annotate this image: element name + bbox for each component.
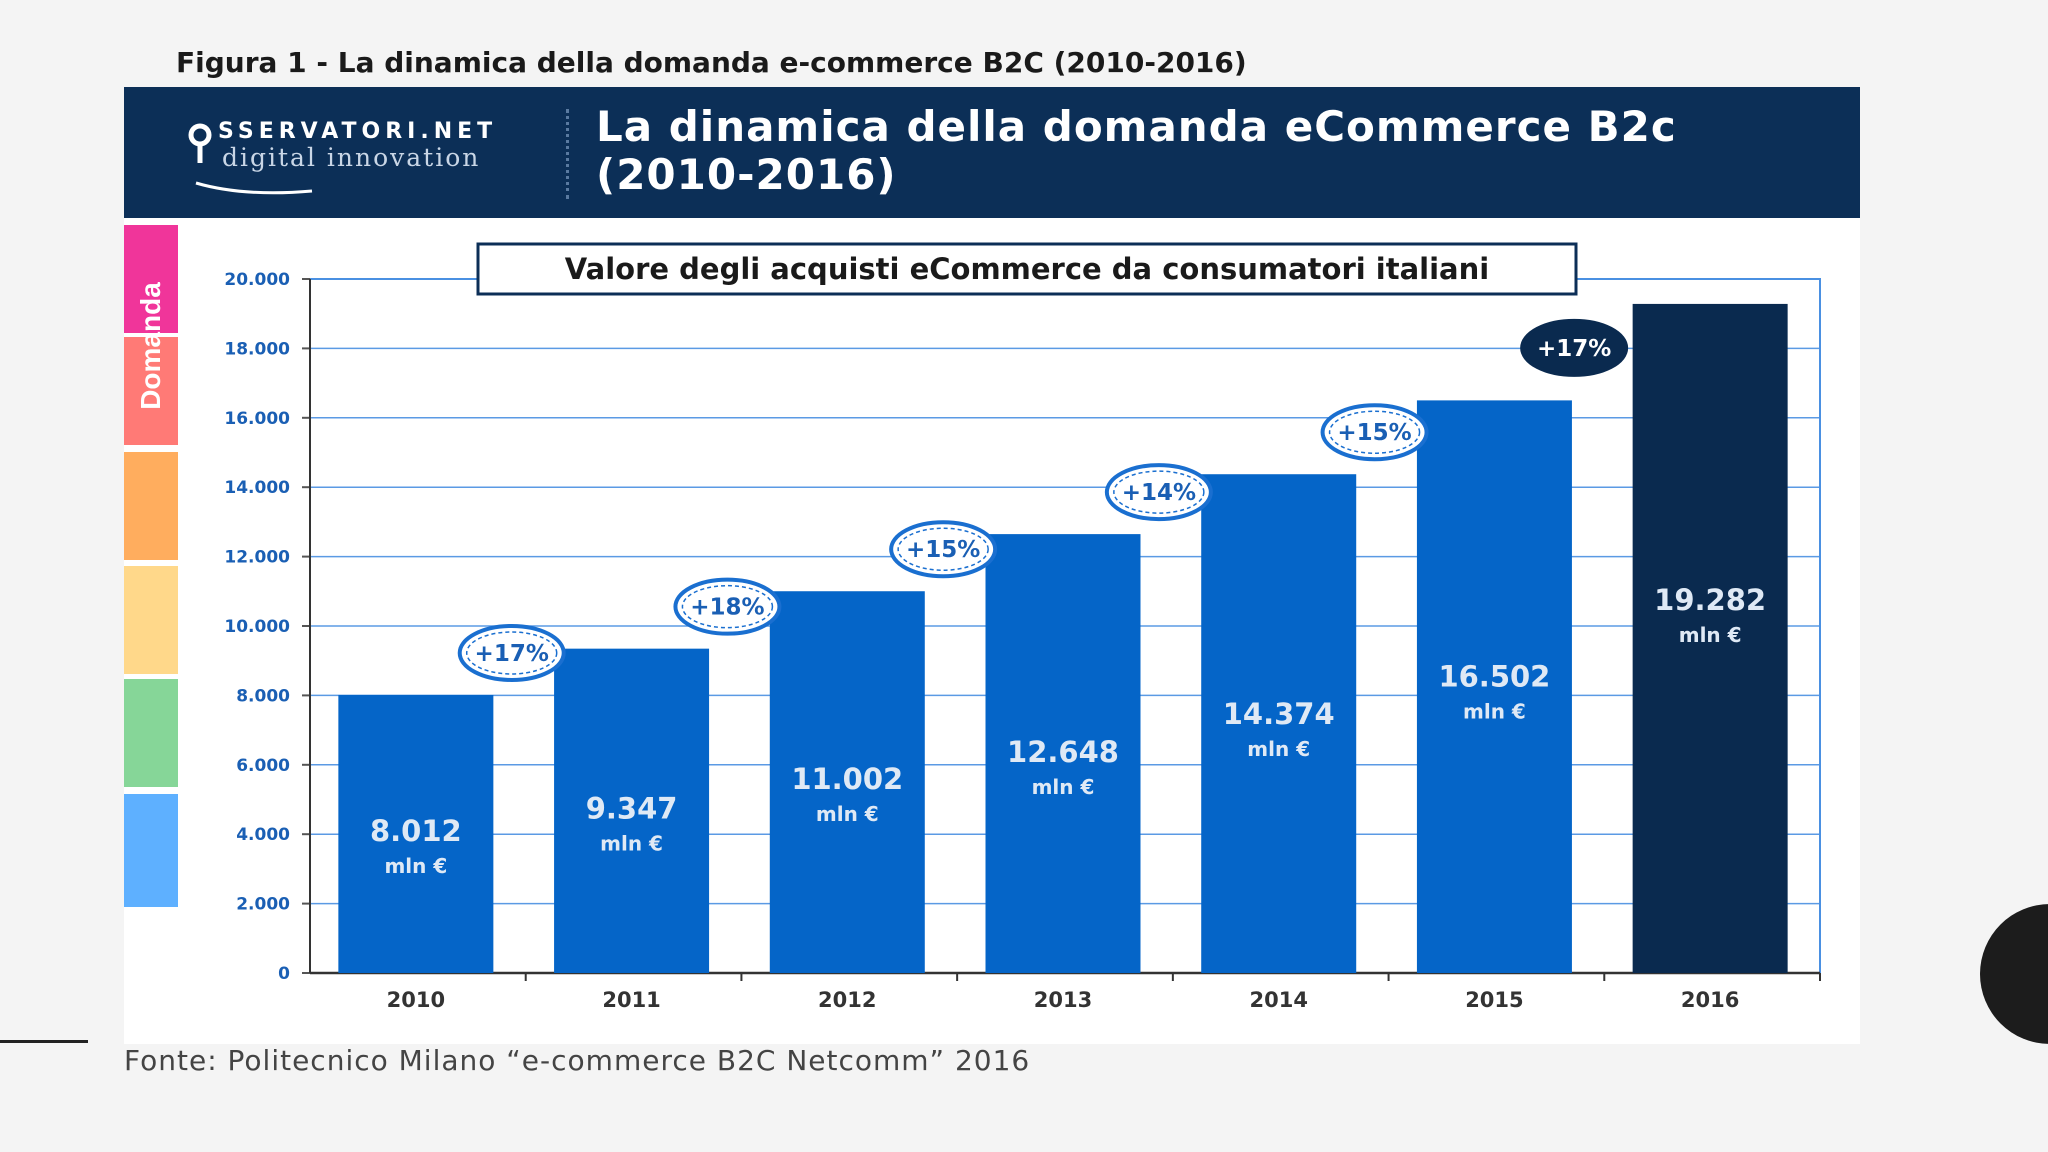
y-tick-label: 2.000 — [236, 895, 290, 915]
bar-chart: 0 2.000 4.000 6.000 8.000 10.000 12.000 14.000 1… — [224, 242, 1821, 1012]
y-tick-label: 16.000 — [224, 409, 290, 429]
side-strip-segment — [124, 452, 178, 560]
x-tick-label: 2010 — [387, 988, 445, 1012]
bar — [1201, 474, 1357, 973]
chart-title: Valore degli acquisti eCommerce da consu… — [565, 252, 1489, 286]
logo-tagline: digital innovation — [222, 143, 481, 172]
bar-value-label: 9.347 — [586, 792, 678, 826]
y-tick-label: 6.000 — [236, 756, 290, 776]
growth-badge — [1520, 318, 1629, 377]
x-tick-label: 2012 — [818, 988, 876, 1012]
growth-badge — [673, 577, 782, 636]
bar — [1632, 303, 1788, 973]
growth-badge — [1104, 463, 1213, 522]
bar — [985, 534, 1141, 973]
growth-badge-label: +17% — [475, 641, 549, 667]
logo-wordmark: SSERVATORI.NET — [218, 119, 498, 144]
bar-value-label: 12.648 — [1007, 735, 1119, 769]
side-strip-segment — [124, 337, 178, 445]
side-strip-segment — [124, 794, 178, 907]
growth-badge-ring — [897, 527, 989, 571]
x-tick-label: 2013 — [1034, 988, 1092, 1012]
growth-badge-label: +15% — [906, 537, 980, 563]
banner-title-line-1: La dinamica della domanda eCommerce B2c — [596, 102, 1677, 151]
bar-unit-label: mln € — [600, 832, 663, 856]
side-strip-segment — [124, 225, 178, 333]
banner-title: La dinamica della domanda eCommerce B2c … — [596, 103, 1796, 199]
logo-swoosh-icon — [195, 181, 313, 195]
bar-value-label: 19.282 — [1654, 583, 1766, 617]
source-note: Fonte: Politecnico Milano “e-commerce B2… — [124, 1044, 1031, 1077]
bar-unit-label: mln € — [1679, 623, 1742, 647]
banner-divider — [566, 109, 569, 199]
bar-value-label: 11.002 — [791, 762, 903, 796]
growth-badge — [1320, 403, 1429, 462]
x-tick-label: 2014 — [1249, 988, 1307, 1012]
growth-badge-label: +15% — [1337, 420, 1411, 446]
growth-badge-ring — [1113, 470, 1205, 514]
banner-title-line-2: (2010-2016) — [596, 150, 897, 199]
bar-unit-label: mln € — [1032, 775, 1095, 799]
bar — [338, 694, 494, 973]
side-strip-segment — [124, 566, 178, 674]
x-tick-label: 2011 — [602, 988, 660, 1012]
bar — [1416, 400, 1572, 973]
growth-badge-ring — [465, 631, 558, 675]
growth-badge — [457, 623, 566, 682]
x-tick-label: 2015 — [1465, 988, 1523, 1012]
y-tick-label: 8.000 — [236, 686, 290, 706]
bar — [769, 591, 925, 973]
bar-unit-label: mln € — [816, 802, 879, 826]
bar — [554, 648, 710, 973]
growth-badge-label: +18% — [690, 595, 764, 621]
y-tick-label: 18.000 — [224, 339, 290, 359]
y-tick-label: 14.000 — [224, 478, 290, 498]
bar-value-label: 16.502 — [1438, 659, 1550, 693]
chart-figure: SSERVATORI.NET digital innovation La din… — [124, 87, 1860, 1044]
growth-badge — [889, 520, 998, 579]
figure-caption: Figura 1 - La dinamica della domanda e-c… — [176, 46, 1247, 79]
bar-value-label: 14.374 — [1223, 697, 1335, 731]
side-strip-segment — [124, 679, 178, 787]
y-tick-label: 20.000 — [224, 270, 290, 290]
growth-badge-ring — [681, 584, 774, 629]
y-tick-label: 0 — [278, 964, 290, 984]
x-tick-label: 2016 — [1681, 988, 1739, 1012]
decorative-circle — [1980, 904, 2048, 1044]
location-pin-icon — [188, 123, 212, 163]
chart-title-box — [476, 242, 1578, 296]
bar-value-label: 8.012 — [370, 814, 462, 848]
bar-unit-label: mln € — [1247, 737, 1310, 761]
y-tick-label: 12.000 — [224, 548, 290, 568]
y-tick-label: 4.000 — [236, 825, 290, 845]
decorative-line — [0, 1040, 88, 1043]
y-tick-label: 10.000 — [224, 617, 290, 637]
header-banner: SSERVATORI.NET digital innovation La din… — [124, 87, 1860, 218]
bar-unit-label: mln € — [1463, 699, 1526, 723]
growth-badge-ring — [1328, 410, 1421, 454]
growth-badge-label: +14% — [1122, 480, 1196, 506]
growth-badge-label: +17% — [1537, 336, 1611, 362]
bar-unit-label: mln € — [384, 854, 447, 878]
